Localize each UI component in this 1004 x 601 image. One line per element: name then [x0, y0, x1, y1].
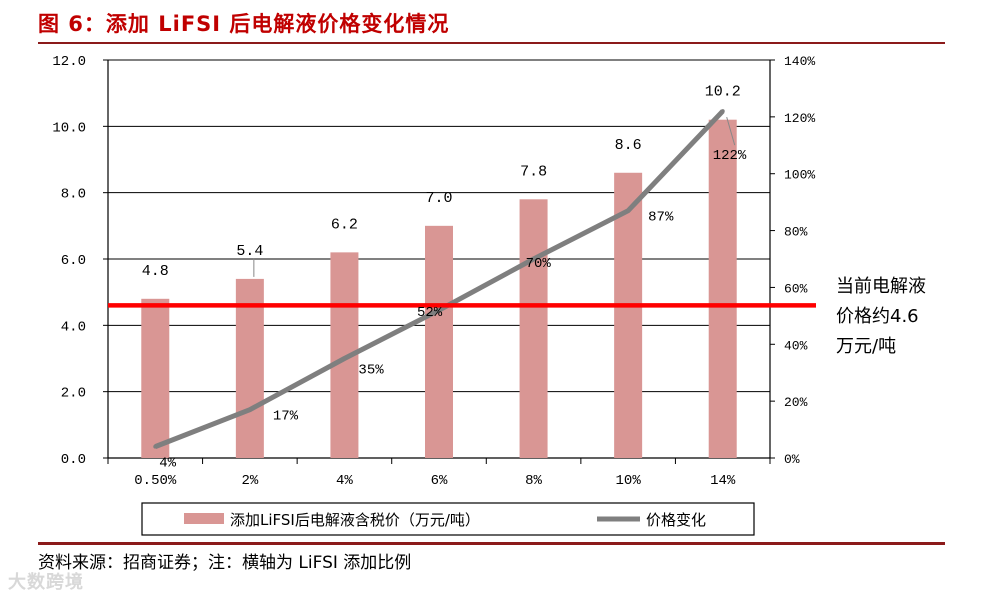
x-tick-label: 4% — [336, 473, 353, 489]
bar-value-label: 8.6 — [615, 137, 642, 154]
line-value-label: 17% — [273, 409, 299, 425]
bar-series — [141, 119, 737, 459]
right-tick-label: 40% — [784, 338, 808, 353]
bar — [425, 225, 453, 458]
label-leader — [726, 117, 736, 146]
x-tick-label: 8% — [525, 473, 542, 489]
right-tick-label: 120% — [784, 111, 815, 126]
bar-value-label: 6.2 — [331, 216, 358, 233]
bar-value-label: 7.8 — [520, 163, 547, 180]
left-tick-label: 4.0 — [61, 319, 86, 335]
left-tick-label: 8.0 — [61, 187, 86, 203]
right-tick-label: 100% — [784, 168, 815, 183]
combo-chart: 0.0 2.0 4.0 6.0 8.0 10.0 12.0 0% 20% 40% 60% 80% 100… — [52, 54, 926, 536]
x-tick-label: 2% — [241, 473, 258, 489]
bar — [708, 119, 737, 458]
source-note: 资料来源：招商证券；注：横轴为 LiFSI 添加比例 — [38, 553, 412, 573]
bar — [141, 298, 170, 458]
footer-divider — [38, 542, 945, 545]
data-labels: 4.8 5.4 6.2 7.0 7.8 8.6 10.2 4% 17% 35% 52% 70% 87% 1… — [142, 84, 747, 472]
left-tick-label: 0.0 — [61, 452, 86, 468]
line-point — [626, 208, 631, 213]
watermark: 大数跨境 — [8, 572, 84, 593]
line-value-label: 52% — [417, 305, 443, 321]
reference-annotation: 当前电解液 — [836, 276, 926, 297]
line-value-label: 4% — [159, 456, 176, 472]
bar — [519, 199, 548, 459]
legend-label-bar: 添加LiFSI后电解液含税价（万元/吨） — [230, 511, 480, 529]
left-tick-label: 12.0 — [52, 54, 86, 70]
bar — [235, 278, 264, 458]
reference-annotation: 价格约4.6 — [836, 306, 919, 327]
left-tick-label: 10.0 — [52, 120, 86, 136]
line-point — [437, 308, 441, 313]
line-series — [153, 109, 725, 449]
legend: 添加LiFSI后电解液含税价（万元/吨） 价格变化 — [141, 502, 755, 536]
right-tick-label: 20% — [784, 395, 808, 410]
bar — [614, 172, 643, 458]
right-tick-label: 60% — [784, 281, 808, 296]
legend-label-line: 价格变化 — [646, 511, 706, 529]
left-tick-label: 2.0 — [61, 386, 86, 402]
bar-value-label: 10.2 — [705, 84, 741, 101]
bar-value-label: 7.0 — [425, 190, 452, 207]
line-value-label: 122% — [713, 148, 747, 164]
line-point — [342, 356, 347, 361]
title-divider — [38, 42, 945, 44]
bar-value-label: 5.4 — [236, 243, 263, 260]
line-value-label: 87% — [648, 210, 674, 226]
line-point — [153, 444, 158, 449]
right-tick-label: 0% — [784, 452, 800, 467]
line-value-label: 70% — [526, 256, 552, 272]
line-point — [720, 109, 725, 114]
line-point — [247, 407, 252, 412]
figure-title: 图 6：添加 LiFSI 后电解液价格变化情况 — [38, 12, 450, 36]
right-tick-label: 140% — [784, 54, 815, 69]
left-tick-label: 6.0 — [61, 253, 86, 269]
x-tick-label: 6% — [431, 473, 448, 489]
line-point — [531, 257, 536, 261]
x-tick-label: 0.50% — [134, 473, 177, 489]
legend-swatch-bar — [184, 513, 224, 524]
x-tick-label: 10% — [616, 473, 642, 489]
right-tick-label: 80% — [784, 225, 808, 240]
x-tick-label: 14% — [710, 473, 736, 489]
line-value-label: 35% — [358, 363, 384, 379]
legend-box — [141, 502, 755, 536]
reference-annotation: 万元/吨 — [836, 336, 896, 357]
bar-value-label: 4.8 — [142, 263, 169, 280]
